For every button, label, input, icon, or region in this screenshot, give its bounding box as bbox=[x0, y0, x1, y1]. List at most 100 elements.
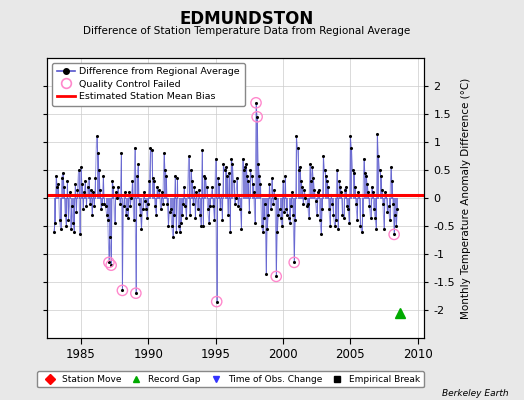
Point bbox=[277, 214, 285, 221]
Point bbox=[164, 223, 172, 229]
Point bbox=[211, 156, 220, 162]
Point bbox=[128, 178, 137, 184]
Point bbox=[237, 226, 246, 232]
Point bbox=[142, 206, 150, 212]
Point bbox=[348, 167, 357, 173]
Point bbox=[209, 203, 217, 210]
Point bbox=[355, 192, 364, 198]
Point bbox=[235, 192, 243, 198]
Point bbox=[359, 156, 368, 162]
Point bbox=[84, 175, 93, 182]
Point bbox=[170, 212, 178, 218]
Point bbox=[268, 175, 276, 182]
Point bbox=[179, 200, 187, 207]
Point bbox=[51, 220, 59, 226]
Point bbox=[210, 217, 219, 224]
Point bbox=[176, 228, 184, 235]
Point bbox=[195, 212, 204, 218]
Point bbox=[226, 228, 234, 235]
Point bbox=[324, 184, 332, 190]
Point bbox=[111, 220, 119, 226]
Point bbox=[352, 200, 360, 207]
Point bbox=[270, 186, 278, 193]
Point bbox=[158, 189, 166, 196]
Point bbox=[283, 212, 292, 218]
Point bbox=[174, 223, 183, 229]
Point bbox=[108, 178, 116, 184]
Point bbox=[112, 189, 120, 196]
Point bbox=[309, 175, 318, 182]
Point bbox=[218, 217, 226, 224]
Point bbox=[199, 223, 208, 229]
Point bbox=[249, 189, 258, 196]
Point bbox=[98, 200, 106, 207]
Point bbox=[390, 231, 398, 238]
Point bbox=[273, 228, 281, 235]
Point bbox=[215, 181, 223, 187]
Point bbox=[239, 167, 248, 173]
Point bbox=[208, 184, 216, 190]
Point bbox=[70, 228, 78, 235]
Point bbox=[72, 209, 81, 215]
Point bbox=[327, 192, 335, 198]
Point bbox=[59, 170, 67, 176]
Point bbox=[293, 144, 302, 151]
Point bbox=[117, 150, 125, 156]
Point bbox=[213, 298, 221, 305]
Point bbox=[365, 203, 374, 210]
Point bbox=[194, 186, 203, 193]
Point bbox=[232, 195, 240, 201]
Point bbox=[257, 223, 266, 229]
Point bbox=[231, 200, 239, 207]
Point bbox=[169, 234, 177, 240]
Point bbox=[91, 175, 100, 182]
Point bbox=[118, 287, 127, 294]
Point bbox=[335, 178, 343, 184]
Legend: Station Move, Record Gap, Time of Obs. Change, Empirical Break: Station Move, Record Gap, Time of Obs. C… bbox=[37, 371, 424, 388]
Point bbox=[342, 184, 350, 190]
Point bbox=[145, 178, 154, 184]
Point bbox=[294, 167, 303, 173]
Point bbox=[100, 200, 108, 207]
Point bbox=[167, 206, 175, 212]
Point bbox=[279, 178, 287, 184]
Point bbox=[297, 178, 305, 184]
Point bbox=[132, 290, 140, 296]
Point bbox=[68, 203, 76, 210]
Point bbox=[71, 181, 80, 187]
Point bbox=[317, 231, 325, 238]
Point bbox=[161, 167, 169, 173]
Point bbox=[307, 178, 315, 184]
Point bbox=[206, 203, 214, 210]
Point bbox=[184, 153, 193, 159]
Point bbox=[362, 172, 370, 179]
Point bbox=[95, 167, 103, 173]
Point bbox=[242, 161, 250, 168]
Point bbox=[219, 161, 227, 168]
Point bbox=[115, 192, 123, 198]
Point bbox=[290, 259, 298, 266]
Point bbox=[356, 223, 365, 229]
Point bbox=[358, 212, 367, 218]
Point bbox=[233, 175, 241, 182]
Point bbox=[253, 114, 261, 120]
Point bbox=[228, 161, 237, 168]
Point bbox=[92, 133, 101, 140]
Point bbox=[253, 114, 261, 120]
Point bbox=[379, 200, 387, 207]
Point bbox=[96, 186, 104, 193]
Point bbox=[188, 178, 196, 184]
Point bbox=[178, 212, 186, 218]
Point bbox=[213, 298, 221, 305]
Point bbox=[127, 195, 136, 201]
Point bbox=[224, 212, 232, 218]
Point bbox=[143, 214, 151, 221]
Point bbox=[236, 206, 245, 212]
Text: Berkeley Earth: Berkeley Earth bbox=[442, 389, 508, 398]
Point bbox=[332, 217, 340, 224]
Point bbox=[225, 170, 233, 176]
Point bbox=[171, 172, 179, 179]
Point bbox=[278, 223, 286, 229]
Point bbox=[234, 203, 242, 210]
Point bbox=[80, 189, 89, 196]
